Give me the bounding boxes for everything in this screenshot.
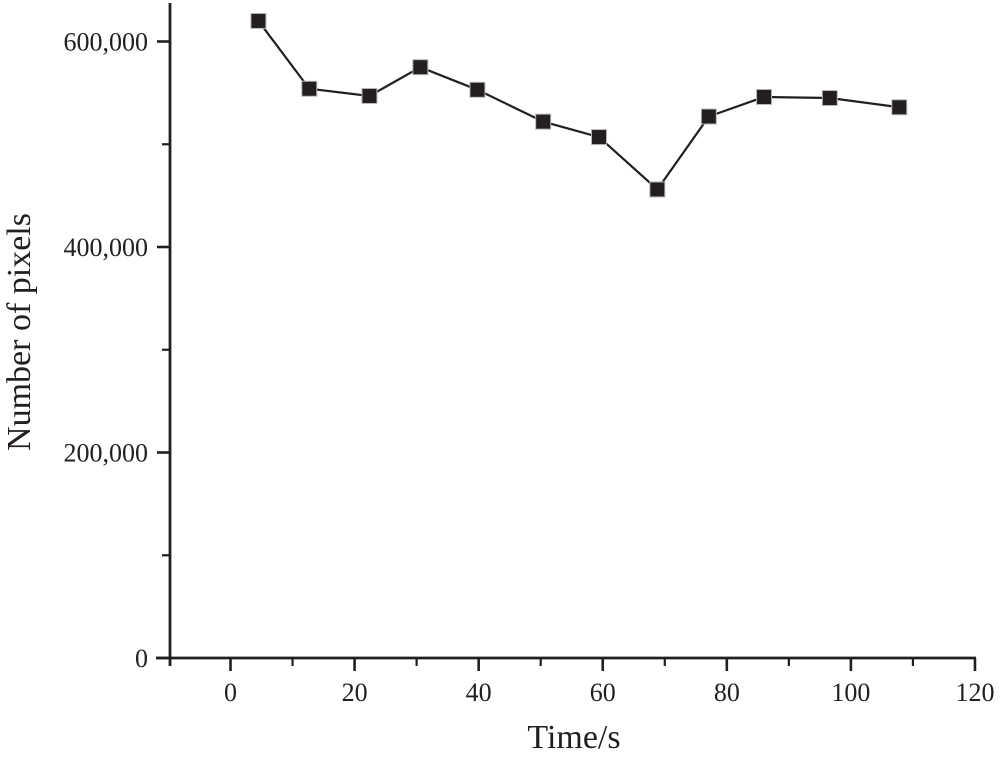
data-point-marker [891, 99, 908, 116]
y-tick-label: 400,000 [64, 233, 149, 262]
x-axis-ticks: 0 20 40 60 80 100 120 [224, 658, 994, 707]
y-tick-label: 600,000 [64, 28, 149, 57]
data-point-marker [591, 129, 608, 146]
x-axis-title: Time/s [527, 719, 620, 756]
plot-area: 0 20 40 60 80 100 120 0 200,000 400,000 600,000 [64, 3, 994, 707]
x-tick-label: 60 [590, 678, 616, 707]
data-point-marker [250, 12, 267, 29]
x-tick-label: 120 [955, 678, 994, 707]
data-point-marker [700, 108, 717, 125]
y-axis-ticks: 0 200,000 400,000 600,000 [64, 28, 169, 673]
data-point-marker [412, 59, 429, 76]
y-tick-label: 0 [135, 644, 148, 673]
data-point-marker [649, 181, 666, 198]
series-markers [250, 12, 908, 198]
data-point-marker [756, 88, 773, 105]
data-point-marker [469, 81, 486, 98]
x-tick-label: 100 [831, 678, 870, 707]
x-tick-label: 20 [342, 678, 368, 707]
x-tick-label: 40 [466, 678, 492, 707]
data-point-marker [821, 90, 838, 107]
x-tick-label: 80 [714, 678, 740, 707]
data-point-marker [361, 87, 378, 104]
data-point-marker [535, 113, 552, 130]
x-tick-label: 0 [224, 678, 237, 707]
data-point-marker [301, 80, 318, 97]
y-tick-label: 200,000 [64, 439, 149, 468]
y-axis-title: Number of pixels [1, 213, 38, 451]
series-line [257, 20, 900, 192]
